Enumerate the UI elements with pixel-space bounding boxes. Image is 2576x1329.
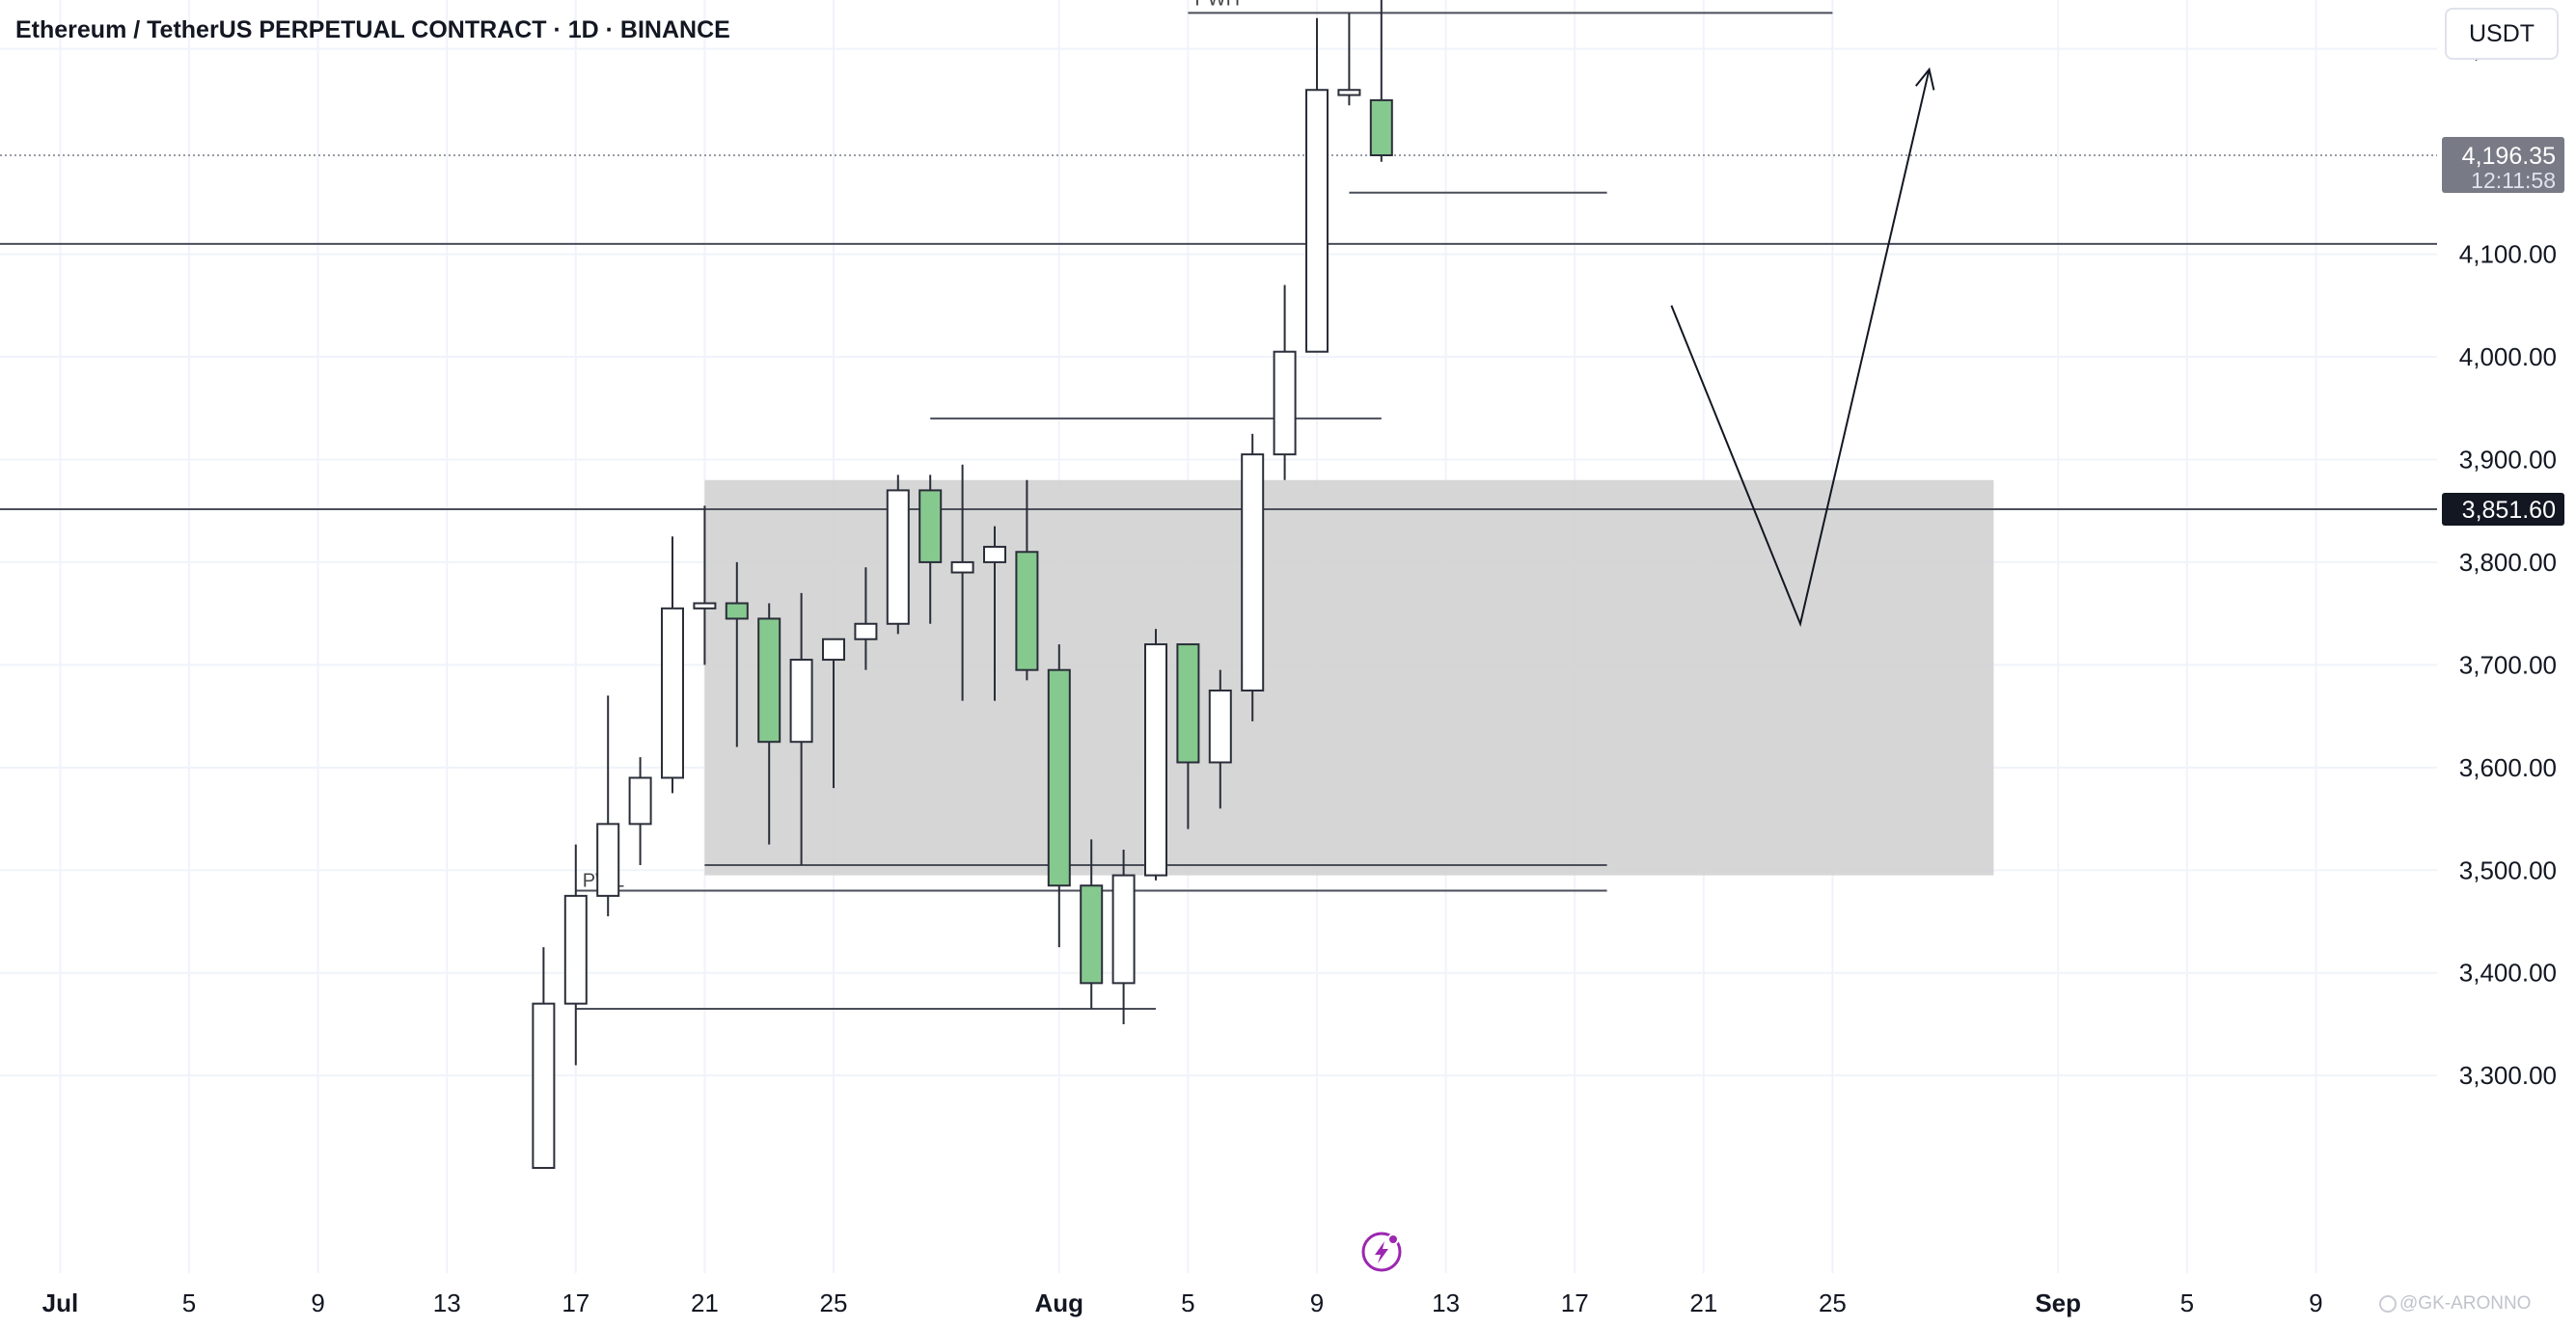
candle-body	[1369, 98, 1393, 156]
time-tick-label: 9	[2309, 1288, 2322, 1317]
candle-body	[1080, 884, 1104, 985]
candle-body	[950, 560, 974, 574]
drawing-lines: PWHPWL	[0, 0, 2437, 1010]
time-tick-label: 13	[433, 1288, 461, 1317]
candle-body	[532, 1002, 556, 1169]
time-tick-label: 17	[562, 1288, 589, 1317]
pwh-label: PWH	[1194, 0, 1240, 10]
time-tick-label: 5	[1181, 1288, 1194, 1317]
price-tick-label: 4,000.00	[2459, 342, 2557, 371]
time-tick-label: 13	[1432, 1288, 1460, 1317]
watermark-logo-icon	[2379, 1295, 2397, 1313]
projection-path	[1670, 68, 1931, 628]
time-tick-label: 25	[1819, 1288, 1847, 1317]
candle-body	[822, 637, 845, 662]
candle-body	[983, 545, 1006, 563]
candle-body	[918, 489, 943, 563]
candle-body	[1111, 874, 1136, 985]
current-price-label: 4,196.35	[2462, 143, 2556, 170]
candle-body	[1144, 643, 1167, 877]
candle-body	[854, 622, 878, 640]
lightning-icon[interactable]	[1361, 1232, 1402, 1272]
price-tick-label: 4,100.00	[2459, 240, 2557, 269]
candle-body	[1047, 668, 1071, 887]
candle-body	[693, 602, 717, 610]
candle-body	[1337, 89, 1361, 96]
price-tick-label: 3,400.00	[2459, 959, 2557, 988]
price-tick-label: 3,700.00	[2459, 650, 2557, 679]
candle-body	[1176, 643, 1200, 764]
time-axis[interactable]: Jul 5 9 13 17 21 25 Aug 5 9 13 17 21 25 Sep 5 9	[42, 1288, 2323, 1317]
watermark: @GK-ARONNO	[2379, 1293, 2531, 1314]
candle-body	[628, 776, 652, 826]
price-tick-label: 3,600.00	[2459, 753, 2557, 782]
time-tick-label: 9	[1310, 1288, 1324, 1317]
time-tick-label: 21	[1689, 1288, 1717, 1317]
time-tick-label: Aug	[1035, 1288, 1084, 1317]
candle-body	[1208, 689, 1232, 764]
currency-button[interactable]: USDT	[2445, 8, 2559, 60]
marker-label-bg	[2442, 492, 2564, 526]
candle-body	[563, 894, 588, 1005]
candle-body	[886, 489, 910, 625]
price-tick-label: 3,800.00	[2459, 548, 2557, 577]
time-tick-label: Sep	[2035, 1288, 2081, 1317]
candle-body	[757, 617, 781, 744]
current-price-label-bg	[2442, 137, 2564, 193]
countdown-label: 12:11:58	[2471, 168, 2556, 193]
candle-body	[661, 607, 684, 779]
candle-body	[1015, 551, 1039, 671]
candle-body	[596, 823, 620, 897]
candle-body	[789, 659, 813, 744]
currency-label: USDT	[2468, 19, 2535, 47]
watermark-text: @GK-ARONNO	[2399, 1293, 2531, 1314]
price-tick-label: 3,300.00	[2459, 1061, 2557, 1090]
marker-price-label: 3,851.60	[2462, 497, 2556, 524]
time-tick-label: 21	[691, 1288, 719, 1317]
candle-body	[1273, 350, 1297, 456]
candle-body	[1241, 453, 1265, 692]
time-tick-label: 9	[311, 1288, 324, 1317]
price-tick-label: 3,500.00	[2459, 855, 2557, 884]
candle-body	[725, 602, 749, 620]
time-tick-label: 25	[820, 1288, 848, 1317]
time-tick-label: 5	[2180, 1288, 2194, 1317]
candle-body	[1305, 89, 1329, 353]
time-tick-label: 17	[1561, 1288, 1589, 1317]
projection-arrow-head-icon	[1915, 67, 1935, 91]
time-tick-label: Jul	[42, 1288, 79, 1317]
time-tick-label: 5	[182, 1288, 196, 1317]
price-tick-label: 3,900.00	[2459, 445, 2557, 474]
candles	[532, 0, 1393, 1169]
chart-title: Ethereum / TetherUS PERPETUAL CONTRACT ·…	[15, 16, 730, 43]
